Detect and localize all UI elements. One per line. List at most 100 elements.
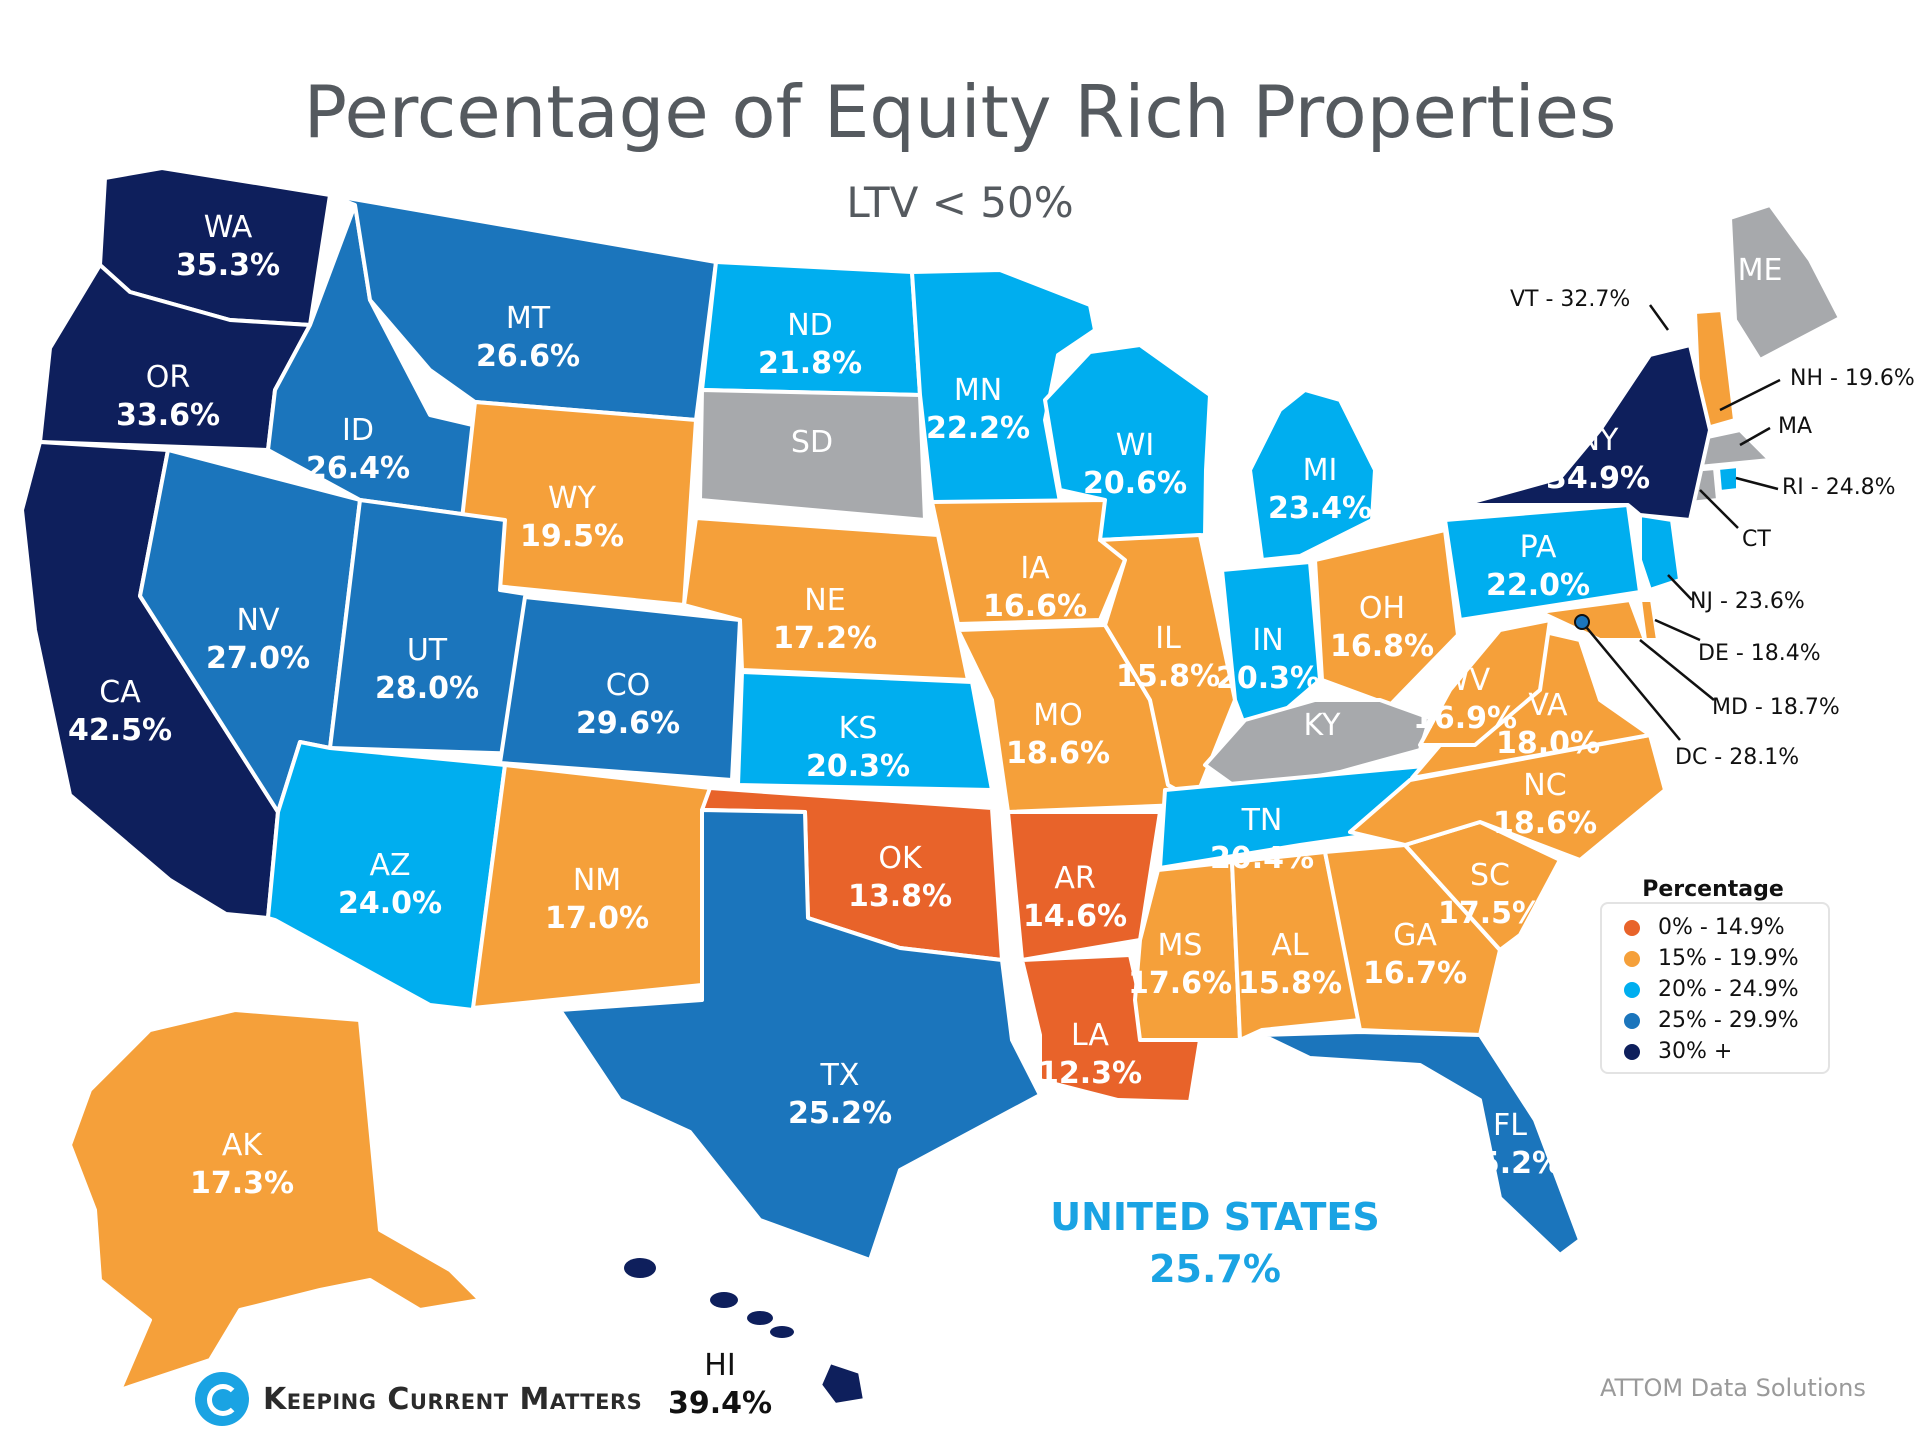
state-value-label: 26.6%: [476, 339, 580, 374]
state-value-label: 13.8%: [848, 879, 952, 914]
swirl-logo-icon: [195, 1372, 249, 1426]
state-me: [1728, 203, 1842, 362]
state-abbr-label: GA: [1393, 918, 1437, 953]
state-abbr-label: AL: [1271, 928, 1309, 963]
state-abbr-label: MN: [954, 373, 1002, 408]
state-callout-label: NJ - 23.6%: [1690, 589, 1805, 614]
source-credit: ATTOM Data Solutions: [1600, 1374, 1866, 1402]
legend-swatch: [1624, 1043, 1640, 1060]
legend-swatch: [1624, 919, 1640, 936]
legend-title: Percentage: [1642, 877, 1784, 902]
state-abbr-label: MT: [506, 301, 551, 336]
state-value-label: 18.6%: [1493, 806, 1597, 841]
state-pa: [1443, 503, 1642, 622]
state-value-label: 12.3%: [1038, 1056, 1142, 1091]
state-abbr-label: VA: [1528, 688, 1568, 723]
new-jersey-shape: [1638, 513, 1682, 592]
state-value-label: 28.0%: [375, 671, 479, 706]
state-abbr-label: PA: [1520, 530, 1557, 565]
state-callout-label: DC - 28.1%: [1675, 745, 1799, 770]
state-la: [1020, 953, 1202, 1104]
state-value-label: 14.6%: [1023, 899, 1127, 934]
state-value-label: 16.6%: [983, 589, 1087, 624]
state-value-label: 23.4%: [1268, 491, 1372, 526]
callout-leader-line: [1581, 621, 1681, 741]
legend-label: 30% +: [1658, 1039, 1733, 1064]
state-value-label: 16.9%: [1413, 701, 1517, 736]
state-abbr-label: CA: [99, 675, 141, 710]
state-abbr-label: NM: [573, 863, 621, 898]
state-oh: [1313, 528, 1460, 707]
state-abbr-label: WA: [204, 210, 253, 245]
legend-item: 25% - 29.9%: [1602, 1005, 1828, 1036]
legend-item: 0% - 14.9%: [1602, 912, 1828, 943]
state-value-label: 20.4%: [1210, 841, 1314, 876]
state-value-label: 18.0%: [1496, 726, 1600, 761]
state-abbr-label: ND: [787, 308, 833, 343]
state-abbr-label: NY: [1578, 423, 1619, 458]
state-abbr-label: IA: [1020, 551, 1050, 586]
state-value-label: 35.3%: [176, 248, 280, 283]
legend-label: 25% - 29.9%: [1658, 1008, 1799, 1033]
state-abbr-label: AK: [222, 1128, 264, 1163]
state-abbr-label: SD: [791, 425, 833, 460]
state-fl: [1260, 1030, 1582, 1257]
state-abbr-label: ME: [1738, 253, 1783, 288]
state-value-label: 20.3%: [1216, 661, 1320, 696]
state-abbr-label: TX: [820, 1058, 860, 1093]
state-value-label: 15.8%: [1116, 659, 1220, 694]
legend-item: 15% - 19.9%: [1602, 943, 1828, 974]
delaware-shape: [1638, 598, 1660, 642]
state-abbr-label: TN: [1241, 803, 1283, 838]
legend-swatch: [1624, 981, 1640, 998]
state-callout-label: MD - 18.7%: [1712, 695, 1840, 720]
state-abbr-label: ID: [342, 413, 374, 448]
state-value-label: 24.0%: [338, 886, 442, 921]
hawaii-island-shape: [747, 1311, 773, 1325]
state-value-label: 16.7%: [1363, 956, 1467, 991]
state-abbr-label: NE: [804, 583, 845, 618]
state-mn: [910, 268, 1097, 504]
legend-swatch: [1624, 1012, 1640, 1029]
us-total: UNITED STATES 25.7%: [1015, 1195, 1415, 1291]
state-abbr-label: HI: [704, 1348, 735, 1383]
state-il: [1098, 533, 1237, 802]
state-tx: [558, 808, 1042, 1262]
state-value-label: 17.5%: [1438, 896, 1542, 931]
callout-leader-line: [1648, 304, 1670, 331]
state-value-label: 42.5%: [68, 713, 172, 748]
state-value-label: 22.0%: [1486, 568, 1590, 603]
state-abbr-label: CO: [606, 668, 651, 703]
state-callout-label: RI - 24.8%: [1782, 475, 1896, 500]
brand: Keeping Current Matters: [195, 1372, 642, 1426]
us-total-value: 25.7%: [1149, 1247, 1281, 1291]
state-value-label: 34.9%: [1546, 461, 1650, 496]
state-value-label: 20.3%: [806, 749, 910, 784]
state-sd: [698, 388, 927, 522]
state-ks: [736, 670, 994, 792]
state-ga: [1323, 843, 1502, 1037]
state-value-label: 33.6%: [116, 398, 220, 433]
legend-item: 20% - 24.9%: [1602, 974, 1828, 1005]
state-callout-label: NH - 19.6%: [1790, 366, 1915, 391]
state-value-label: 26.4%: [306, 451, 410, 486]
state-abbr-label: NV: [237, 603, 280, 638]
state-value-label: 17.3%: [190, 1166, 294, 1201]
brand-name: Keeping Current Matters: [263, 1381, 643, 1417]
callout-leader-line: [1699, 489, 1739, 529]
state-callout-label: DE - 18.4%: [1698, 641, 1821, 666]
state-abbr-label: AR: [1054, 861, 1095, 896]
state-abbr-label: IN: [1252, 623, 1283, 658]
state-abbr-label: WV: [1440, 663, 1491, 698]
legend-item: 30% +: [1602, 1036, 1828, 1067]
state-ia: [930, 498, 1127, 626]
legend: 0% - 14.9% 15% - 19.9% 20% - 24.9% 25% -…: [1600, 902, 1830, 1074]
state-ny: [1460, 343, 1712, 522]
state-co: [498, 595, 742, 782]
state-value-label: 29.6%: [576, 706, 680, 741]
legend-swatch: [1624, 950, 1640, 967]
hawaii-island-shape: [770, 1326, 794, 1338]
state-value-label: 25.2%: [1458, 1146, 1562, 1181]
